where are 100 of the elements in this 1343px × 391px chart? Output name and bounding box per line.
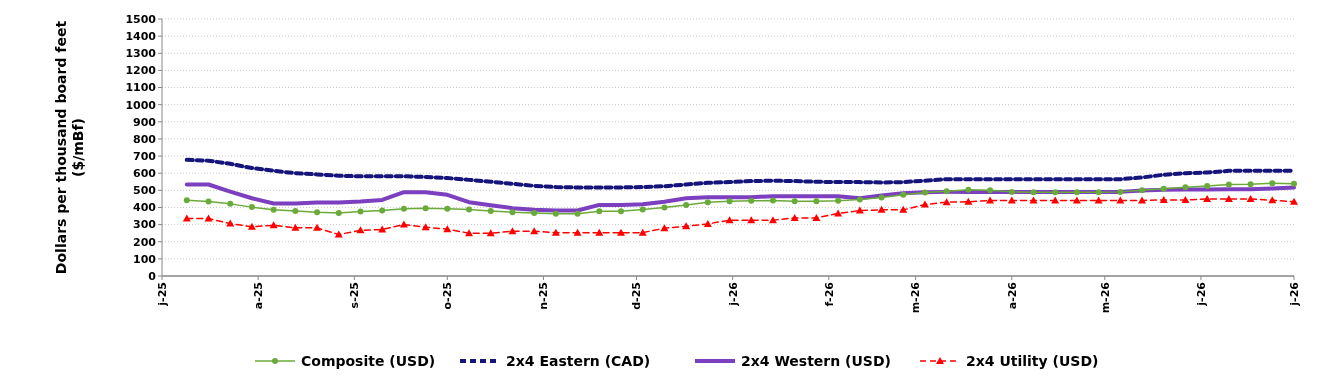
point (878, 194, 885, 201)
point (943, 188, 950, 195)
point (465, 229, 474, 237)
point (182, 214, 191, 222)
point (1160, 185, 1167, 192)
point (1008, 188, 1015, 195)
x-tick-label: o-25 (441, 282, 455, 310)
point (1203, 194, 1212, 202)
point (400, 205, 407, 212)
point (661, 204, 668, 211)
point (314, 209, 321, 216)
point (466, 206, 473, 213)
point (183, 197, 190, 204)
point (1139, 187, 1146, 194)
x-tick-label: j-26 (1287, 281, 1301, 307)
point (486, 229, 495, 237)
point (855, 206, 864, 214)
point (812, 213, 821, 221)
point (813, 198, 820, 205)
point (1159, 195, 1168, 203)
line-series (184, 157, 1296, 190)
x-tick-label: j-26 (726, 281, 740, 307)
point (1268, 196, 1277, 204)
y-tick-label: 1200 (125, 64, 157, 78)
y-tick-label: 1300 (125, 47, 157, 61)
x-tick-label: m-26 (1098, 281, 1112, 314)
point (1291, 180, 1297, 187)
point (334, 230, 343, 238)
point (205, 198, 212, 205)
y-tick-label: 600 (133, 167, 157, 181)
y-tick-label: 1000 (125, 98, 157, 112)
point (313, 223, 322, 231)
point (618, 208, 624, 215)
legend-label: 2x4 Western (USD) (741, 352, 891, 369)
y-tick-label: 1100 (125, 81, 157, 95)
point (920, 200, 929, 208)
point (531, 209, 538, 216)
point (1247, 181, 1254, 188)
point (551, 228, 560, 236)
point (226, 219, 235, 227)
point (270, 206, 277, 213)
y-tick-label: 300 (133, 218, 157, 232)
point (639, 206, 646, 213)
point (1246, 194, 1255, 202)
point (921, 189, 928, 196)
point (1052, 189, 1059, 196)
point (399, 220, 408, 228)
point (530, 227, 539, 235)
point (704, 199, 711, 206)
y-tick-label: 400 (133, 201, 157, 215)
x-tick-label: j-26 (1194, 281, 1208, 307)
point (227, 200, 234, 207)
y-tick-label: 500 (133, 184, 157, 198)
point (682, 222, 691, 230)
x-tick-label: d-25 (630, 282, 644, 310)
legend-label: 2x4 Eastern (CAD) (506, 352, 651, 369)
point (1204, 182, 1211, 189)
point (790, 213, 799, 221)
y-tick-label: 1400 (125, 29, 157, 43)
point (292, 207, 299, 214)
point (726, 198, 733, 205)
y-tick-label: 900 (133, 115, 157, 129)
point (421, 223, 430, 231)
point (552, 210, 559, 217)
point (509, 209, 516, 216)
point (487, 207, 494, 214)
point (942, 198, 951, 206)
point (248, 204, 255, 211)
point (595, 228, 604, 236)
point (965, 186, 972, 193)
point (768, 216, 777, 224)
point (291, 223, 300, 231)
point (856, 196, 863, 203)
y-tick-label: 800 (133, 132, 157, 146)
point (508, 227, 517, 235)
point (573, 228, 582, 236)
y-axis-title: Dollars per thousand board feet ($/mBf) (53, 20, 86, 275)
x-tick-label: f-26 (822, 281, 836, 307)
point (443, 225, 452, 233)
point (617, 228, 625, 236)
point (748, 197, 755, 204)
point (247, 222, 256, 230)
point (964, 197, 973, 205)
x-tick-label: s-25 (348, 282, 362, 309)
point (444, 205, 451, 212)
y-tick-label: 1500 (125, 12, 157, 26)
legend-label: 2x4 Utility (USD) (966, 352, 1099, 369)
point (335, 209, 342, 216)
x-tick-label: n-25 (537, 282, 551, 310)
point (877, 205, 886, 213)
point (900, 191, 907, 198)
point (1181, 195, 1190, 203)
point (747, 216, 756, 224)
point (204, 214, 213, 222)
point (638, 228, 647, 236)
point (660, 224, 669, 232)
point (1182, 184, 1189, 191)
point (769, 197, 776, 204)
point (987, 187, 994, 194)
point (1224, 194, 1233, 202)
